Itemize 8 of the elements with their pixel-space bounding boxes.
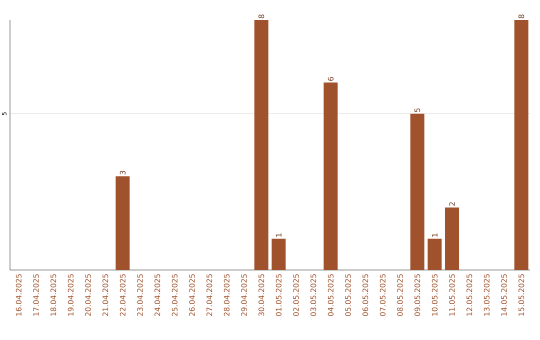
bar xyxy=(445,208,460,270)
bar xyxy=(428,238,442,270)
bar xyxy=(116,176,130,270)
bar xyxy=(514,20,528,270)
bar xyxy=(272,238,286,270)
bar xyxy=(410,114,424,270)
bar xyxy=(254,20,268,270)
bar xyxy=(324,82,338,270)
